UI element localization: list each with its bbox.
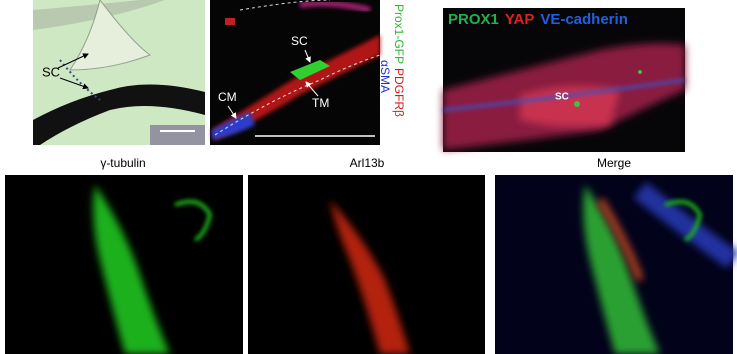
title-part: PROX1: [448, 11, 499, 28]
histology-panel: SC: [33, 0, 205, 145]
panel-title: PROX1 YAP VE-cadherin: [448, 11, 628, 28]
micrograph: [248, 175, 485, 354]
label: SC: [291, 34, 308, 48]
panel-title: Merge: [597, 156, 631, 170]
title-part: YAP: [505, 11, 534, 28]
side-label-part: PDGFRβ: [392, 68, 406, 117]
side-label: Prox1-GFP PDGFRβ: [392, 4, 406, 117]
side-label-part: Prox1-GFP: [392, 4, 406, 64]
label: TM: [312, 96, 329, 110]
fluorescence-panel: PROX1 YAP VE-cadherin SC: [442, 8, 686, 152]
label: SC: [42, 64, 60, 79]
panel-title: Arl13b: [350, 156, 385, 170]
title-part: VE-cadherin: [540, 11, 628, 28]
panel-title: γ-tubulin: [100, 156, 145, 170]
side-label: αSMA: [378, 60, 392, 93]
micrograph: [5, 175, 243, 354]
label: SC: [555, 92, 569, 103]
fluorescence-panel: SC CM TM Prox1-GFP PDGFRβ αSMA: [210, 0, 406, 145]
micrograph: [495, 175, 737, 354]
label: CM: [218, 90, 237, 104]
